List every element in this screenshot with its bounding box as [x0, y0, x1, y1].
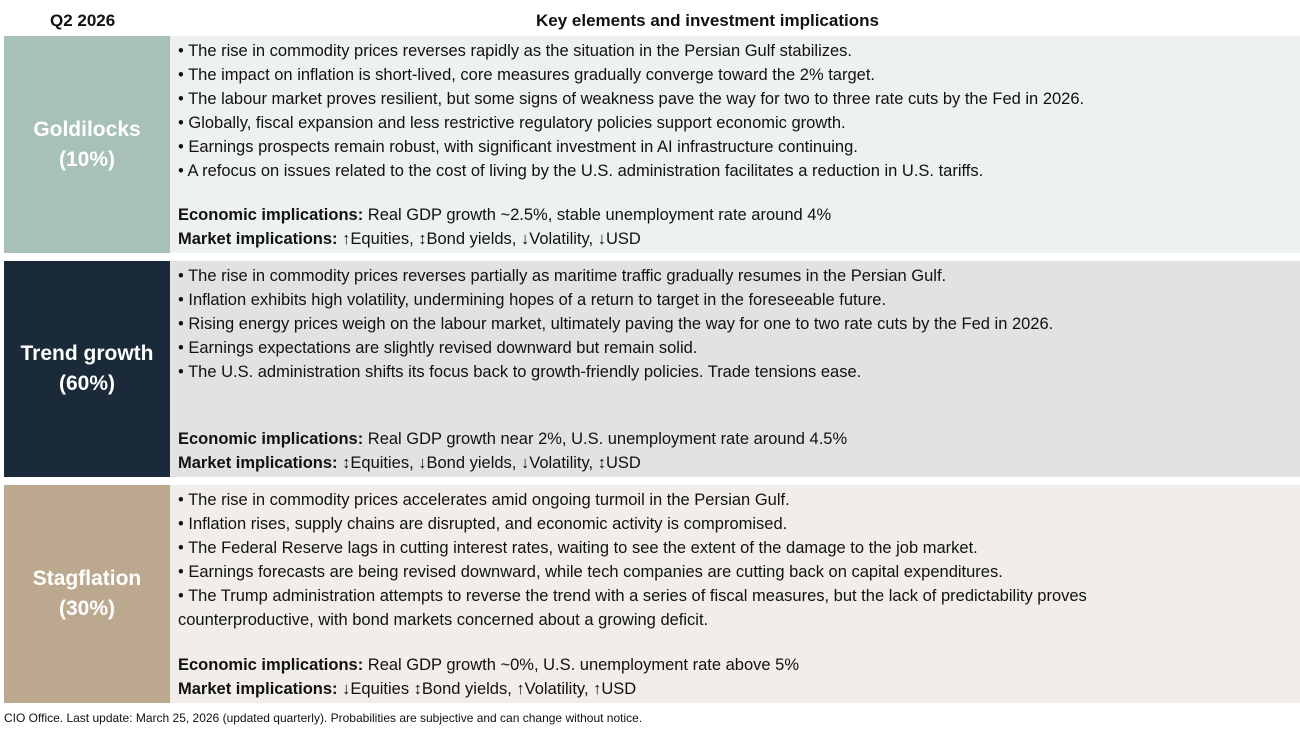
bullet-item: • The Trump administration attempts to r… — [178, 587, 1087, 629]
bullet-item: • Earnings expectations are slightly rev… — [178, 339, 698, 357]
scenario-probability: (60%) — [58, 372, 116, 395]
market-label: Market implications: — [178, 454, 338, 472]
bullet-item: • The rise in commodity prices reverses … — [178, 267, 947, 285]
market-label: Market implications: — [178, 230, 338, 248]
bullet-item: • Globally, fiscal expansion and less re… — [178, 114, 846, 132]
bullet-item: • The labour market proves resilient, bu… — [178, 90, 1085, 108]
period-header: Q2 2026 — [50, 11, 116, 30]
economic-implications: Economic implications: Real GDP growth ~… — [178, 653, 799, 677]
economic-label: Economic implications: — [178, 656, 364, 674]
scenario-label: Trend growth (60%) — [4, 261, 170, 477]
table-title: Key elements and investment implications — [536, 11, 879, 30]
bullet-item: • The Federal Reserve lags in cutting in… — [178, 539, 978, 557]
scenario-label: Goldilocks (10%) — [4, 36, 170, 253]
bullet-item: • The U.S. administration shifts its foc… — [178, 363, 862, 381]
economic-label: Economic implications: — [178, 206, 364, 224]
economic-value: Real GDP growth ~0%, U.S. unemployment r… — [363, 656, 799, 674]
bullet-item: • Earnings forecasts are being revised d… — [178, 563, 1003, 581]
market-implications: Market implications: ↓Equities ↕Bond yie… — [178, 677, 799, 701]
scenario-label: Stagflation (30%) — [4, 485, 170, 703]
footer-note: CIO Office. Last update: March 25, 2026 … — [4, 711, 643, 725]
scenario-details: • The rise in commodity prices reverses … — [170, 261, 1300, 477]
scenario-probability: (10%) — [58, 147, 116, 171]
scenario-details: • The rise in commodity prices reverses … — [170, 36, 1300, 253]
market-implications: Market implications: ↕Equities, ↓Bond yi… — [178, 451, 847, 475]
bullet-item: • The rise in commodity prices reverses … — [178, 42, 853, 60]
bullet-item: • A refocus on issues related to the cos… — [178, 162, 984, 180]
bullet-item: • Earnings prospects remain robust, with… — [178, 138, 858, 156]
scenario-name: Stagflation — [32, 567, 142, 590]
scenario-probability: (30%) — [58, 597, 116, 620]
scenario-row-stagflation: Stagflation (30%) • The rise in commodit… — [4, 485, 1300, 703]
economic-label: Economic implications: — [178, 430, 364, 448]
market-value: ↓Equities ↕Bond yields, ↑Volatility, ↑US… — [337, 680, 637, 698]
bullet-item: • The rise in commodity prices accelerat… — [178, 491, 790, 509]
bullet-item: • The impact on inflation is short-lived… — [178, 66, 875, 84]
bullet-item: • Inflation rises, supply chains are dis… — [178, 515, 788, 533]
market-label: Market implications: — [178, 680, 338, 698]
economic-implications: Economic implications: Real GDP growth n… — [178, 427, 847, 451]
bullet-item: • Inflation exhibits high volatility, un… — [178, 291, 887, 309]
scenario-name: Trend growth — [20, 342, 154, 365]
market-value: ↕Equities, ↓Bond yields, ↓Volatility, ↕U… — [337, 454, 641, 472]
market-implications: Market implications: ↑Equities, ↕Bond yi… — [178, 227, 831, 251]
market-value: ↑Equities, ↕Bond yields, ↓Volatility, ↓U… — [337, 230, 641, 248]
scenario-details: • The rise in commodity prices accelerat… — [170, 485, 1300, 703]
economic-implications: Economic implications: Real GDP growth ~… — [178, 203, 831, 227]
scenario-row-goldilocks: Goldilocks (10%) • The rise in commodity… — [4, 36, 1300, 253]
scenario-row-trend: Trend growth (60%) • The rise in commodi… — [4, 261, 1300, 477]
economic-value: Real GDP growth near 2%, U.S. unemployme… — [363, 430, 848, 448]
bullet-item: • Rising energy prices weigh on the labo… — [178, 315, 1054, 333]
scenario-name: Goldilocks — [33, 117, 141, 141]
economic-value: Real GDP growth ~2.5%, stable unemployme… — [363, 206, 832, 224]
